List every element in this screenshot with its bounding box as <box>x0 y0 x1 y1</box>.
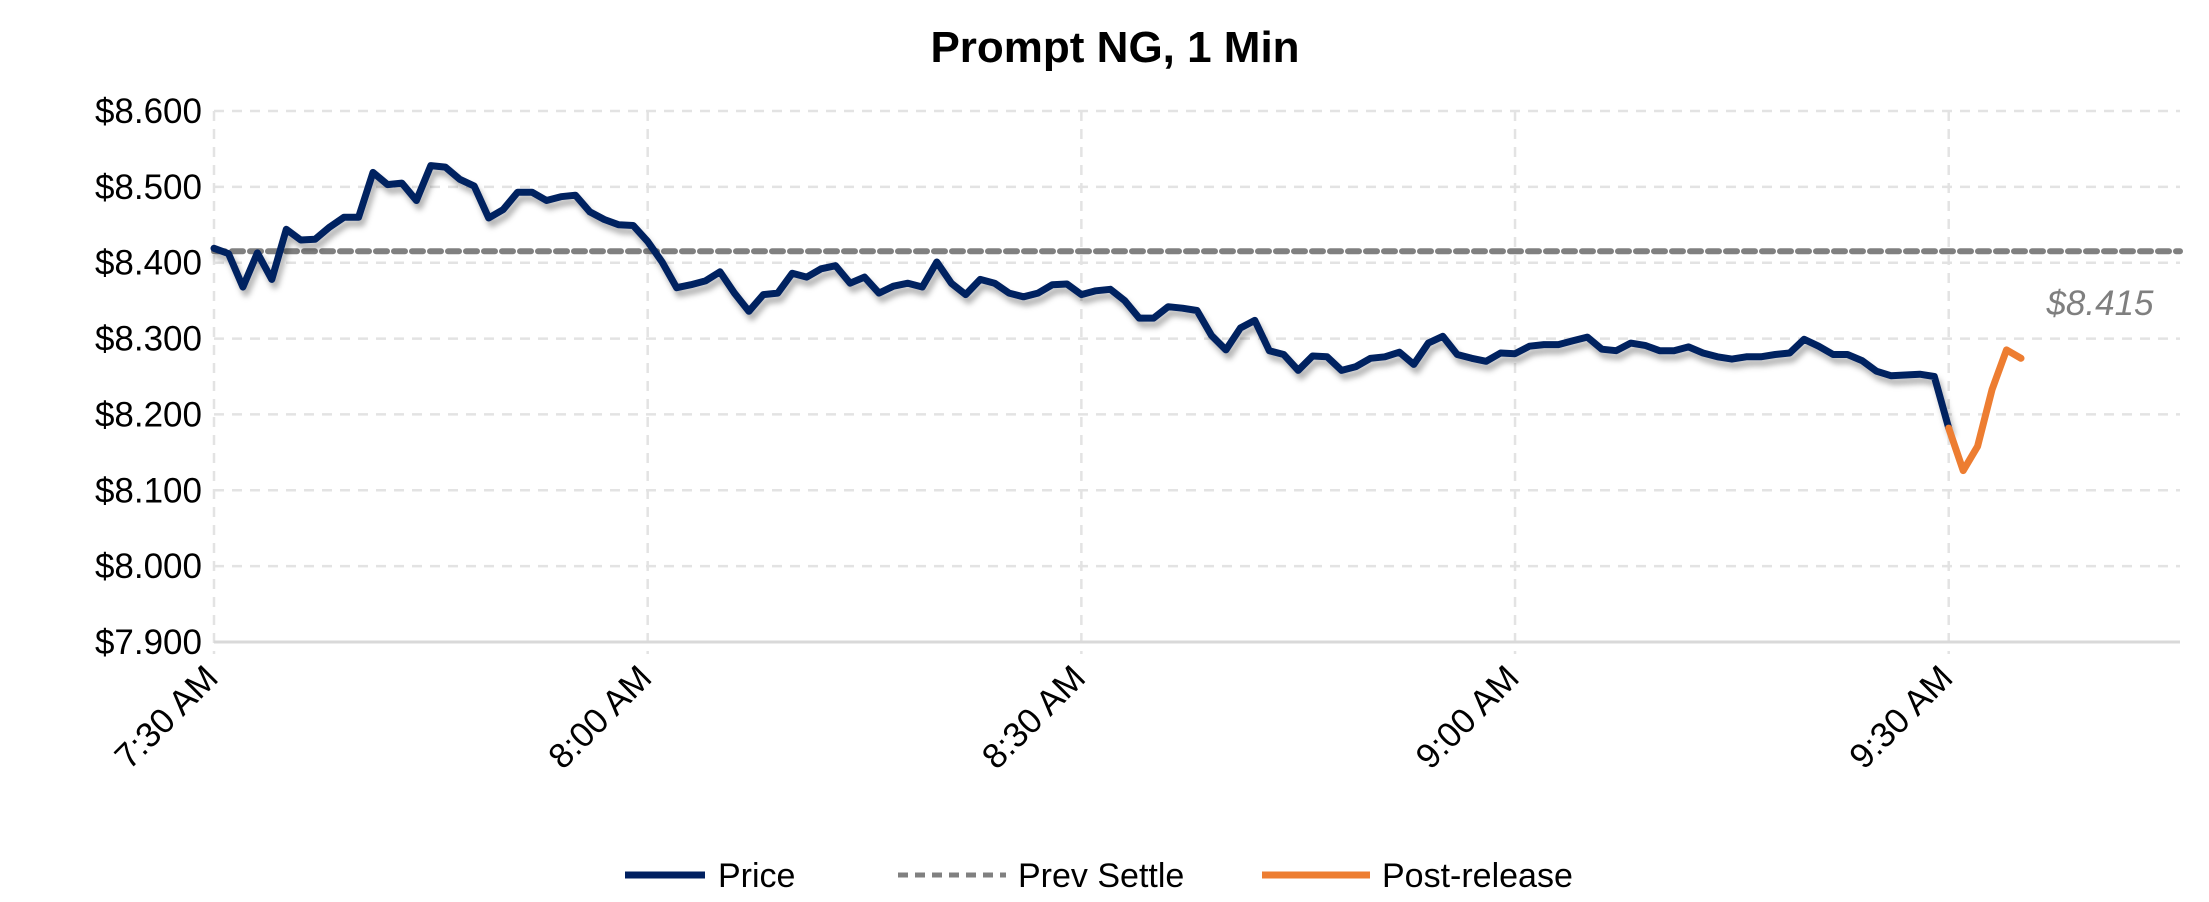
y-tick-label: $8.500 <box>95 168 202 207</box>
chart-title: Prompt NG, 1 Min <box>930 23 1299 72</box>
x-axis: 7:30 AM 8:00 AM 8:30 AM 9:00 AM 9:30 AM <box>107 640 2180 776</box>
y-tick-label: $8.000 <box>95 547 202 586</box>
legend-label-prev-settle: Prev Settle <box>1018 857 1184 895</box>
x-tick-label: 9:00 AM <box>1408 658 1526 776</box>
y-axis: $8.600 $8.500 $8.400 $8.300 $8.200 $8.100 $8.0… <box>95 92 202 662</box>
y-tick-label: $8.200 <box>95 395 202 434</box>
series-layer <box>210 162 2183 475</box>
x-tick-label: 8:30 AM <box>975 658 1093 776</box>
x-tick-label: 8:00 AM <box>541 658 659 776</box>
legend: Price Prev Settle Post-release <box>625 857 1573 895</box>
prev-settle-annotation: $8.415 <box>2045 284 2154 323</box>
x-tick-label: 7:30 AM <box>107 658 225 776</box>
y-tick-label: $7.900 <box>95 623 202 662</box>
x-tick-label: 9:30 AM <box>1842 658 1960 776</box>
y-tick-label: $8.600 <box>95 92 202 131</box>
grid <box>212 109 2180 654</box>
legend-label-post-release: Post-release <box>1382 857 1573 895</box>
y-tick-label: $8.300 <box>95 320 202 359</box>
y-tick-label: $8.100 <box>95 471 202 510</box>
series-line-post-release <box>1945 346 2025 475</box>
y-tick-label: $8.400 <box>95 244 202 283</box>
legend-label-price: Price <box>718 857 795 895</box>
